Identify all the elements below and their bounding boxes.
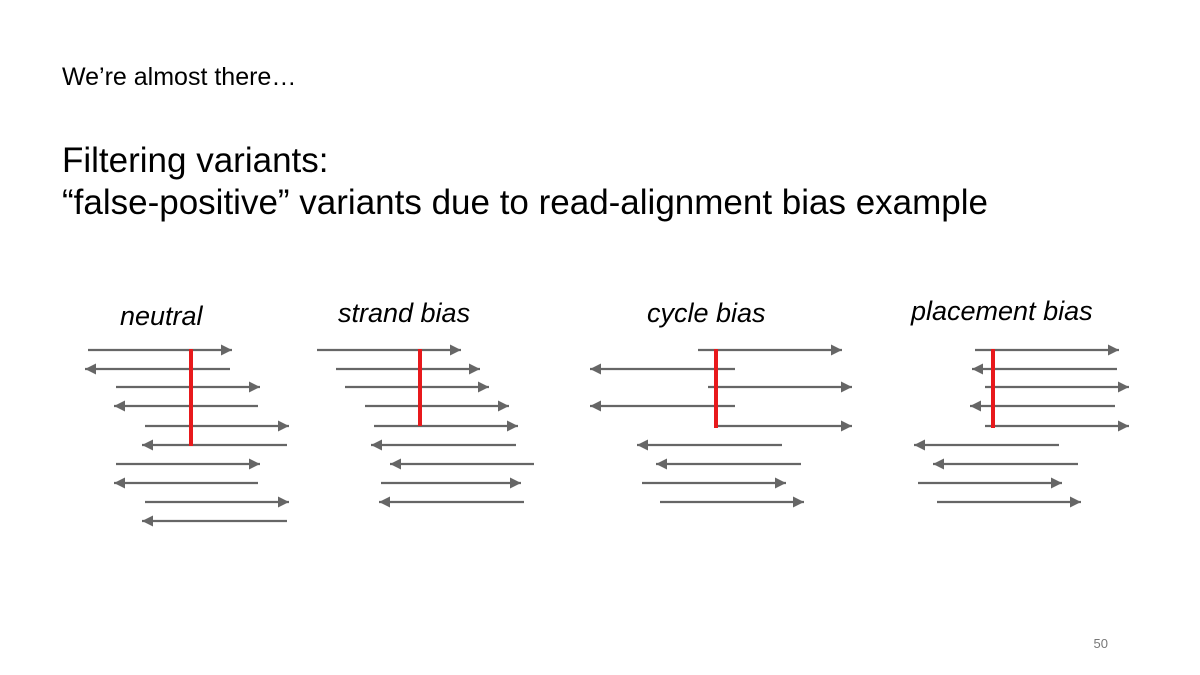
page-number: 50 <box>1093 636 1108 651</box>
slide-title: Filtering variants: “false-positive” var… <box>62 140 988 224</box>
panel-label: neutral <box>120 301 204 331</box>
panel-label: cycle bias <box>647 298 766 328</box>
panel-placement-bias: placement bias <box>910 296 1129 508</box>
panel-neutral: neutral <box>85 301 289 527</box>
slide-subtitle: We’re almost there… <box>62 63 297 91</box>
slide-title-line-2: “false-positive” variants due to read-al… <box>62 183 989 222</box>
panel-cycle-bias: cycle bias <box>590 298 852 508</box>
read-arrows <box>914 344 1129 508</box>
panel-strand-bias: strand bias <box>317 298 534 508</box>
read-arrows <box>317 344 534 508</box>
panel-label: placement bias <box>910 296 1093 326</box>
read-arrows <box>590 344 852 508</box>
panel-label: strand bias <box>338 298 470 328</box>
slide-title-line-1: Filtering variants: <box>62 141 329 180</box>
read-arrows <box>85 344 289 527</box>
